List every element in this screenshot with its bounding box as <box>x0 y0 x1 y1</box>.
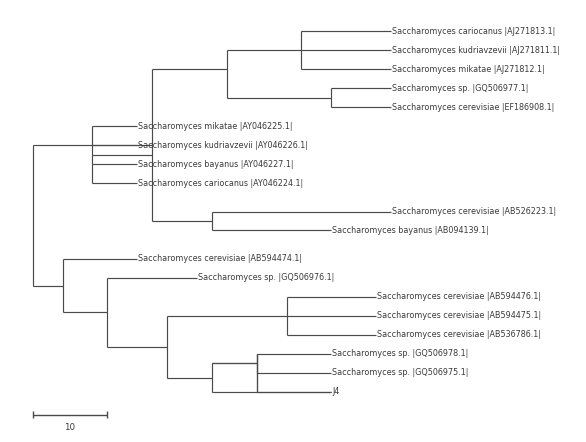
Text: Saccharomyces cerevisiae |AB594475.1|: Saccharomyces cerevisiae |AB594475.1| <box>377 311 541 320</box>
Text: Saccharomyces cerevisiae |AB594476.1|: Saccharomyces cerevisiae |AB594476.1| <box>377 293 541 301</box>
Text: 10: 10 <box>64 423 76 432</box>
Text: Saccharomyces sp. |GQ506977.1|: Saccharomyces sp. |GQ506977.1| <box>392 84 529 93</box>
Text: Saccharomyces cerevisiae |AB594474.1|: Saccharomyces cerevisiae |AB594474.1| <box>138 255 302 263</box>
Text: Saccharomyces sp. |GQ506975.1|: Saccharomyces sp. |GQ506975.1| <box>332 368 469 377</box>
Text: Saccharomyces cerevisiae |AB526223.1|: Saccharomyces cerevisiae |AB526223.1| <box>392 207 556 216</box>
Text: Saccharomyces cerevisiae |AB536786.1|: Saccharomyces cerevisiae |AB536786.1| <box>377 330 541 339</box>
Text: Saccharomyces mikatae |AJ271812.1|: Saccharomyces mikatae |AJ271812.1| <box>392 65 545 74</box>
Text: Saccharomyces sp. |GQ506978.1|: Saccharomyces sp. |GQ506978.1| <box>332 349 469 358</box>
Text: Saccharomyces kudriavzevii |AJ271811.1|: Saccharomyces kudriavzevii |AJ271811.1| <box>392 46 560 55</box>
Text: Saccharomyces mikatae |AY046225.1|: Saccharomyces mikatae |AY046225.1| <box>138 122 293 131</box>
Text: Saccharomyces bayanus |AB094139.1|: Saccharomyces bayanus |AB094139.1| <box>332 226 489 235</box>
Text: Saccharomyces bayanus |AY046227.1|: Saccharomyces bayanus |AY046227.1| <box>138 160 294 168</box>
Text: Saccharomyces cariocanus |AJ271813.1|: Saccharomyces cariocanus |AJ271813.1| <box>392 27 556 36</box>
Text: Saccharomyces sp. |GQ506976.1|: Saccharomyces sp. |GQ506976.1| <box>198 274 334 282</box>
Text: Saccharomyces cariocanus |AY046224.1|: Saccharomyces cariocanus |AY046224.1| <box>138 179 304 187</box>
Text: Saccharomyces kudriavzevii |AY046226.1|: Saccharomyces kudriavzevii |AY046226.1| <box>138 141 308 149</box>
Text: J4: J4 <box>332 387 340 396</box>
Text: Saccharomyces cerevisiae |EF186908.1|: Saccharomyces cerevisiae |EF186908.1| <box>392 103 554 112</box>
